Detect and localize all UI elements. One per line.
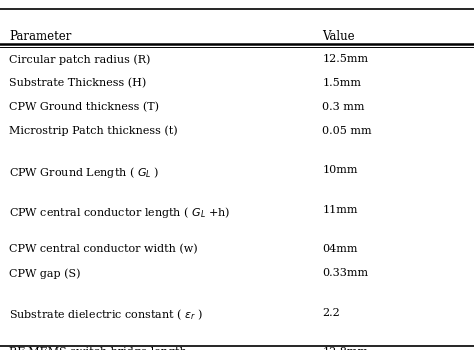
Text: 04mm: 04mm [322,244,358,254]
Text: 0.33mm: 0.33mm [322,268,368,278]
Text: Substrate dielectric constant ( $\varepsilon_r$ ): Substrate dielectric constant ( $\vareps… [9,308,203,322]
Text: 0.05 mm: 0.05 mm [322,126,372,136]
Text: Microstrip Patch thickness (t): Microstrip Patch thickness (t) [9,126,178,136]
Text: CPW central conductor width (w): CPW central conductor width (w) [9,244,198,254]
Text: Circular patch radius (R): Circular patch radius (R) [9,54,151,65]
Text: 11mm: 11mm [322,205,358,215]
Text: RF-MEMS switch bridge length: RF-MEMS switch bridge length [9,347,187,350]
Text: 1.5mm: 1.5mm [322,78,361,88]
Text: 0.3 mm: 0.3 mm [322,102,365,112]
Text: 12.5mm: 12.5mm [322,54,368,64]
Text: CPW central conductor length ( $G_L$ +h): CPW central conductor length ( $G_L$ +h) [9,205,231,220]
Text: CPW Ground Length ( $G_L$ ): CPW Ground Length ( $G_L$ ) [9,165,160,180]
Text: 10mm: 10mm [322,165,358,175]
Text: CPW Ground thickness (T): CPW Ground thickness (T) [9,102,159,112]
Text: 12.8mm: 12.8mm [322,347,368,350]
Text: Value: Value [322,30,355,43]
Text: Substrate Thickness (H): Substrate Thickness (H) [9,78,147,88]
Text: Parameter: Parameter [9,30,72,43]
Text: CPW gap (S): CPW gap (S) [9,268,81,279]
Text: 2.2: 2.2 [322,308,340,318]
